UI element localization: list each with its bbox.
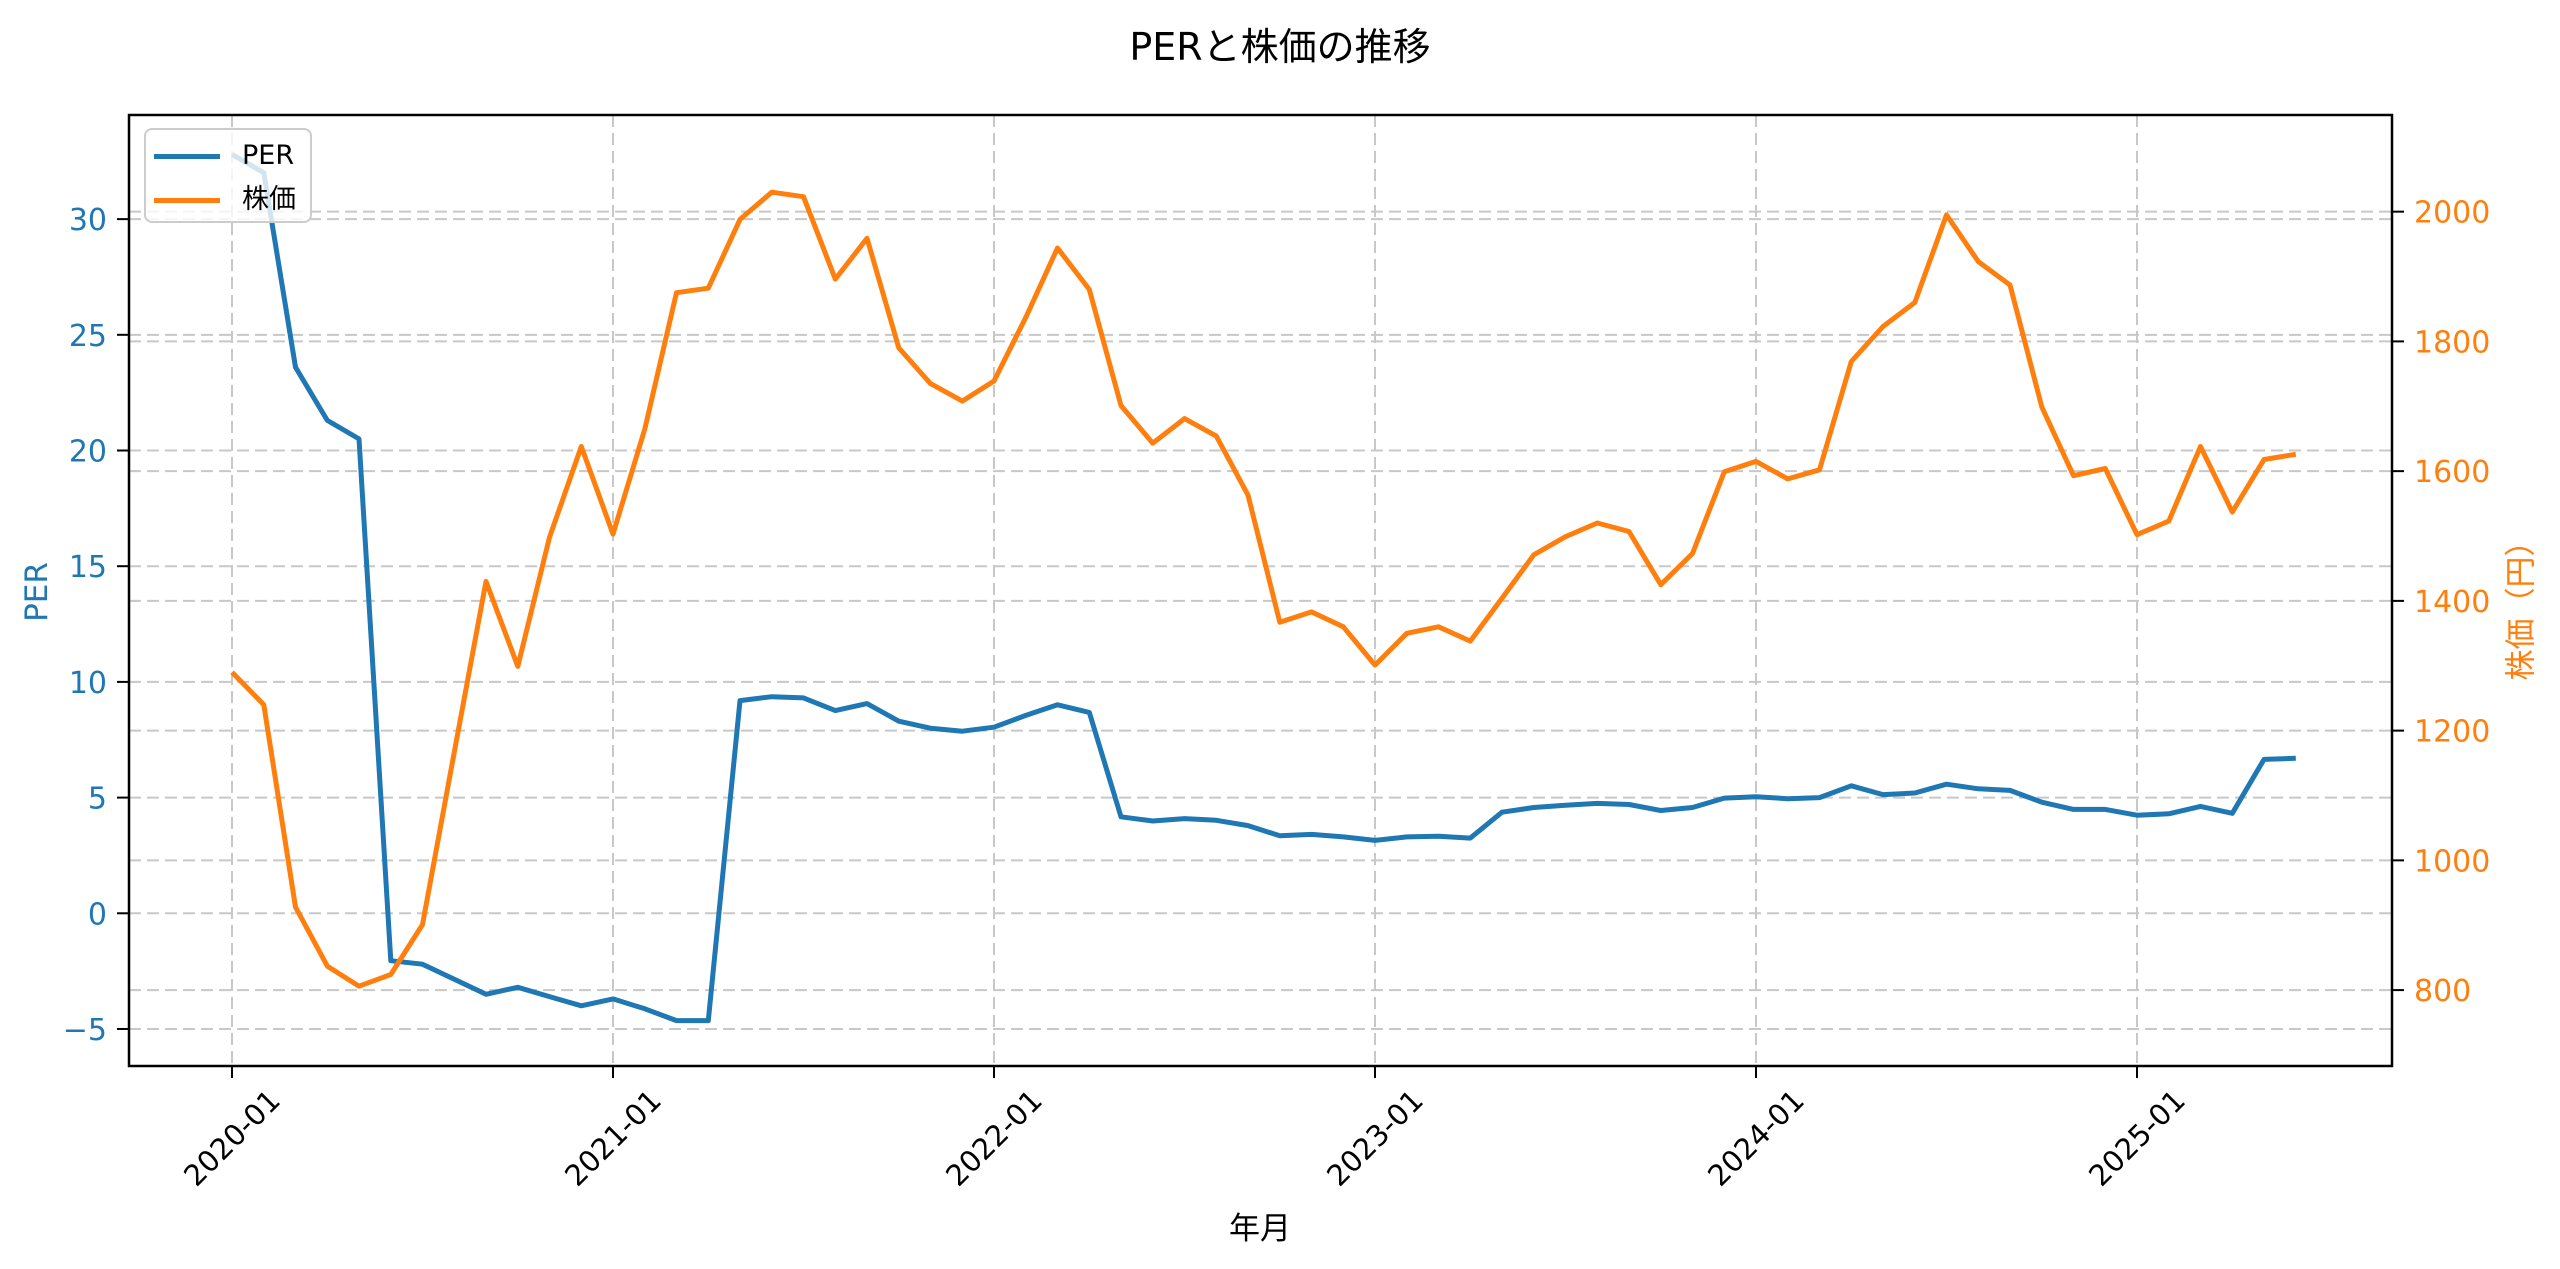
x-axis-ticks: 2020-01 2021-01 2022-01 2023-01 2024-01 2025-… xyxy=(177,1066,2192,1193)
series-line-per xyxy=(230,152,2296,1024)
y-tick-label-right: 1200 xyxy=(2414,715,2490,750)
x-tick-label: 2022-01 xyxy=(939,1083,1049,1193)
x-tick-label: 2021-01 xyxy=(558,1083,668,1193)
legend: PER 株価 xyxy=(144,128,312,223)
y-tick-label-right: 1000 xyxy=(2414,844,2490,879)
y-tick-label-right: 2000 xyxy=(2414,196,2490,231)
y-tick-label-left: 15 xyxy=(69,550,107,585)
y-tick-label-left: 20 xyxy=(69,435,107,470)
chart-title: PERと株価の推移 xyxy=(1129,25,1431,69)
y-tick-label-left: 0 xyxy=(88,897,107,932)
y-tick-label-left: −5 xyxy=(63,1013,107,1048)
legend-label: 株価 xyxy=(242,184,296,215)
y-tick-label-left: 30 xyxy=(69,203,107,238)
legend-line-icon xyxy=(154,154,220,159)
series-line-price xyxy=(230,189,2297,989)
y-tick-label-left: 25 xyxy=(69,319,107,354)
legend-label: PER xyxy=(242,140,295,171)
y-tick-label-left: 5 xyxy=(88,782,107,817)
x-tick-label: 2024-01 xyxy=(1701,1083,1811,1193)
y-tick-label-right: 1400 xyxy=(2414,585,2490,620)
y-tick-label-right: 1800 xyxy=(2414,325,2490,360)
x-tick-label: 2023-01 xyxy=(1320,1083,1430,1193)
y-axis-left-ticks: −5 0 5 10 15 20 25 30 xyxy=(63,203,129,1048)
legend-item-price: 株価 xyxy=(146,180,310,220)
legend-item-per: PER xyxy=(146,136,310,176)
x-axis-label: 年月 xyxy=(1229,1211,1291,1247)
y-tick-label-right: 1600 xyxy=(2414,455,2490,490)
x-tick-label: 2025-01 xyxy=(2082,1083,2192,1193)
y-axis-right-label: 株価（円） xyxy=(2503,525,2540,681)
y-tick-label-right: 800 xyxy=(2414,974,2471,1009)
y-axis-right-ticks: 800 1000 1200 1400 1600 1800 2000 xyxy=(2392,196,2490,1009)
axes-frame xyxy=(127,113,2394,1068)
grid-lines xyxy=(129,115,2392,1066)
y-tick-label-left: 10 xyxy=(69,666,107,701)
y-axis-left-label: PER xyxy=(19,562,55,622)
legend-line-icon xyxy=(154,198,220,203)
data-lines xyxy=(230,152,2297,1024)
x-tick-label: 2020-01 xyxy=(177,1083,287,1193)
